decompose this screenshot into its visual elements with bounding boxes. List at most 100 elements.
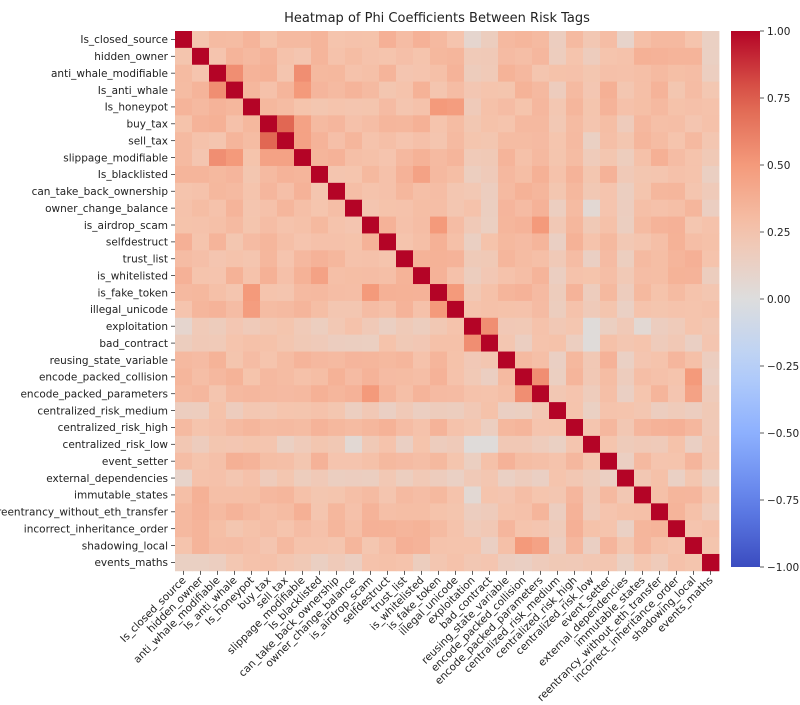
heatmap-cell (617, 553, 635, 572)
heatmap-cell (396, 149, 414, 167)
heatmap-cell (192, 47, 210, 66)
heatmap-cell (209, 368, 227, 386)
heatmap-cell (413, 115, 431, 133)
heatmap-cell (277, 334, 295, 352)
heatmap-cell (498, 486, 516, 504)
heatmap-cell (413, 267, 431, 285)
heatmap-cell (583, 149, 601, 167)
heatmap-cell (175, 469, 193, 487)
heatmap-cell (260, 334, 278, 352)
heatmap-cell (243, 351, 261, 369)
heatmap-cell (379, 402, 397, 420)
heatmap-cell (583, 317, 601, 336)
heatmap-cell (651, 284, 669, 302)
heatmap-cell (566, 300, 584, 319)
heatmap-cell (226, 47, 244, 66)
heatmap-cell (464, 368, 482, 386)
heatmap-cell (481, 233, 499, 251)
heatmap-cell (685, 47, 703, 66)
heatmap-cell (617, 284, 635, 302)
heatmap-cell (549, 182, 567, 201)
heatmap-cell (464, 402, 482, 420)
heatmap-cell (362, 419, 380, 437)
heatmap-cell (668, 503, 686, 521)
heatmap-cell (260, 149, 278, 167)
heatmap-cell (192, 537, 210, 555)
heatmap-cell (566, 537, 584, 555)
heatmap-cell (379, 317, 397, 336)
heatmap-cell (583, 182, 601, 201)
heatmap-cell (617, 115, 635, 133)
heatmap-cell (328, 149, 346, 167)
colorbar-tick-label: 0.50 (767, 160, 790, 172)
heatmap-cell (668, 419, 686, 437)
heatmap-cell (294, 98, 312, 116)
heatmap-cell (515, 31, 533, 49)
x-axis-labels: Is_closed_sourcehidden_owneranti_whale_m… (118, 570, 716, 704)
heatmap-cell (379, 419, 397, 437)
heatmap-cell (175, 452, 193, 471)
heatmap-cell (209, 469, 227, 487)
heatmap-cell (192, 452, 210, 471)
heatmap-cell (600, 115, 618, 133)
heatmap-cell (634, 402, 652, 420)
heatmap-cell (243, 503, 261, 521)
heatmap-cell (277, 537, 295, 555)
heatmap-cell (328, 64, 346, 83)
heatmap-cell (498, 435, 516, 454)
heatmap-cell (702, 31, 720, 49)
heatmap-cell (617, 435, 635, 454)
heatmap-cell (447, 115, 465, 133)
heatmap-cell (226, 300, 244, 319)
heatmap-cell (311, 182, 329, 201)
heatmap-cell (243, 553, 261, 572)
heatmap-cell (549, 402, 567, 420)
heatmap-cell (328, 115, 346, 133)
heatmap-cell (498, 334, 516, 352)
heatmap-cell (447, 385, 465, 403)
heatmap-cell (396, 165, 414, 184)
heatmap-cell (226, 520, 244, 538)
heatmap-cell (260, 284, 278, 302)
heatmap-cell (413, 469, 431, 487)
heatmap-cell (192, 300, 210, 319)
heatmap-cell (532, 132, 550, 150)
heatmap-cell (175, 31, 193, 49)
heatmap-cell (651, 47, 669, 66)
heatmap-cell (549, 132, 567, 150)
heatmap-cell (481, 216, 499, 234)
heatmap-cell (515, 435, 533, 454)
heatmap-cell (396, 385, 414, 403)
heatmap-cell (702, 149, 720, 167)
heatmap-cell (209, 233, 227, 251)
heatmap-cell (566, 351, 584, 369)
heatmap-cell (685, 81, 703, 99)
heatmap-cell (243, 115, 261, 133)
heatmap-cell (362, 452, 380, 471)
heatmap-cell (277, 233, 295, 251)
heatmap-cell (566, 334, 584, 352)
heatmap-cell (311, 31, 329, 49)
heatmap-cell (277, 520, 295, 538)
heatmap-cell (515, 47, 533, 66)
heatmap-cell (702, 486, 720, 504)
heatmap-cell (668, 435, 686, 454)
heatmap-cell (175, 199, 193, 217)
heatmap-cell (447, 233, 465, 251)
heatmap-cell (243, 402, 261, 420)
y-tick-label: shadowing_local (82, 540, 168, 552)
heatmap-cell (600, 267, 618, 285)
heatmap-cell (515, 317, 533, 336)
heatmap-cell (277, 47, 295, 66)
heatmap-cell (481, 165, 499, 184)
heatmap-cell (277, 267, 295, 285)
heatmap-cell (583, 553, 601, 572)
heatmap-cell (345, 267, 363, 285)
heatmap-cell (617, 385, 635, 403)
heatmap-cell (192, 351, 210, 369)
heatmap-cell (566, 47, 584, 66)
heatmap-cell (379, 300, 397, 319)
heatmap-cell (396, 402, 414, 420)
heatmap-cell (345, 64, 363, 83)
heatmap-cell (243, 31, 261, 49)
